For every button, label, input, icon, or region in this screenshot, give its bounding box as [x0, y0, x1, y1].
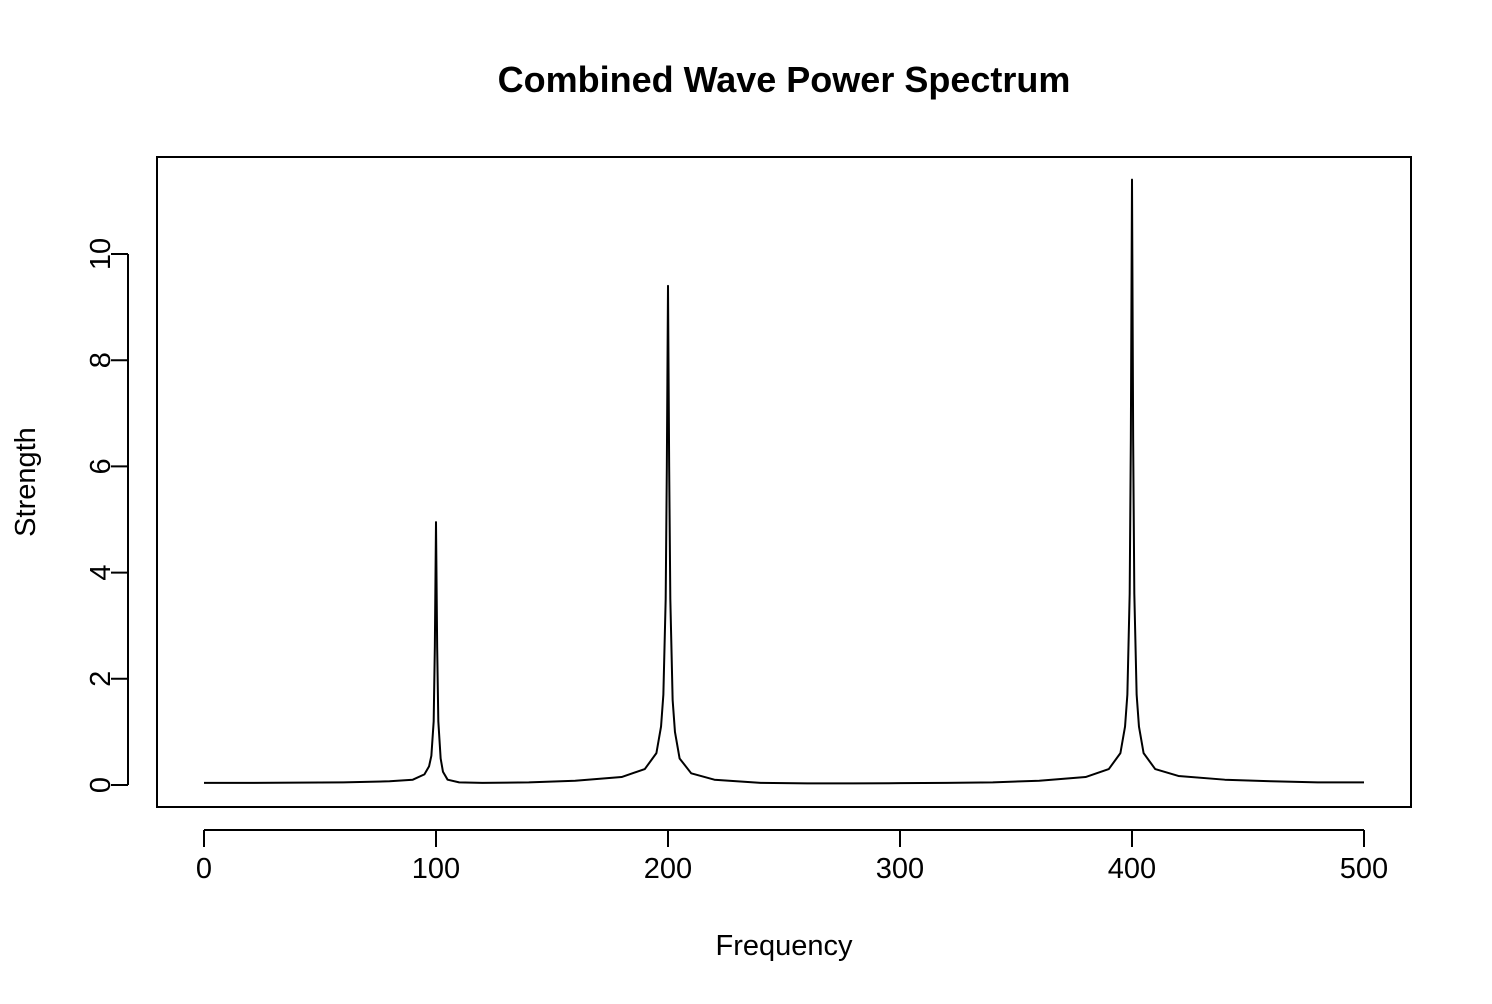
x-axis: 0 100 200 300 400 500 [196, 829, 1388, 885]
x-tick-label: 400 [1108, 853, 1156, 885]
y-tick-label: 8 [85, 352, 117, 368]
y-axis: 0 2 4 6 8 10 [85, 238, 129, 793]
chart-title: Combined Wave Power Spectrum [498, 59, 1071, 100]
y-tick-label: 0 [85, 777, 117, 793]
y-tick-label: 6 [85, 458, 117, 474]
y-tick-label: 4 [85, 565, 117, 581]
x-tick-label: 500 [1340, 853, 1388, 885]
y-axis-label: Strength [10, 427, 42, 537]
x-tick-label: 0 [196, 853, 212, 885]
x-tick-label: 200 [644, 853, 692, 885]
y-tick-label: 2 [85, 671, 117, 687]
series-group [204, 178, 1364, 785]
x-tick-label: 300 [876, 853, 924, 885]
x-axis-label: Frequency [715, 930, 853, 962]
series-line [204, 178, 1364, 785]
y-tick-label: 10 [85, 238, 117, 270]
plot-frame [156, 156, 1412, 808]
x-tick-label: 100 [412, 853, 460, 885]
